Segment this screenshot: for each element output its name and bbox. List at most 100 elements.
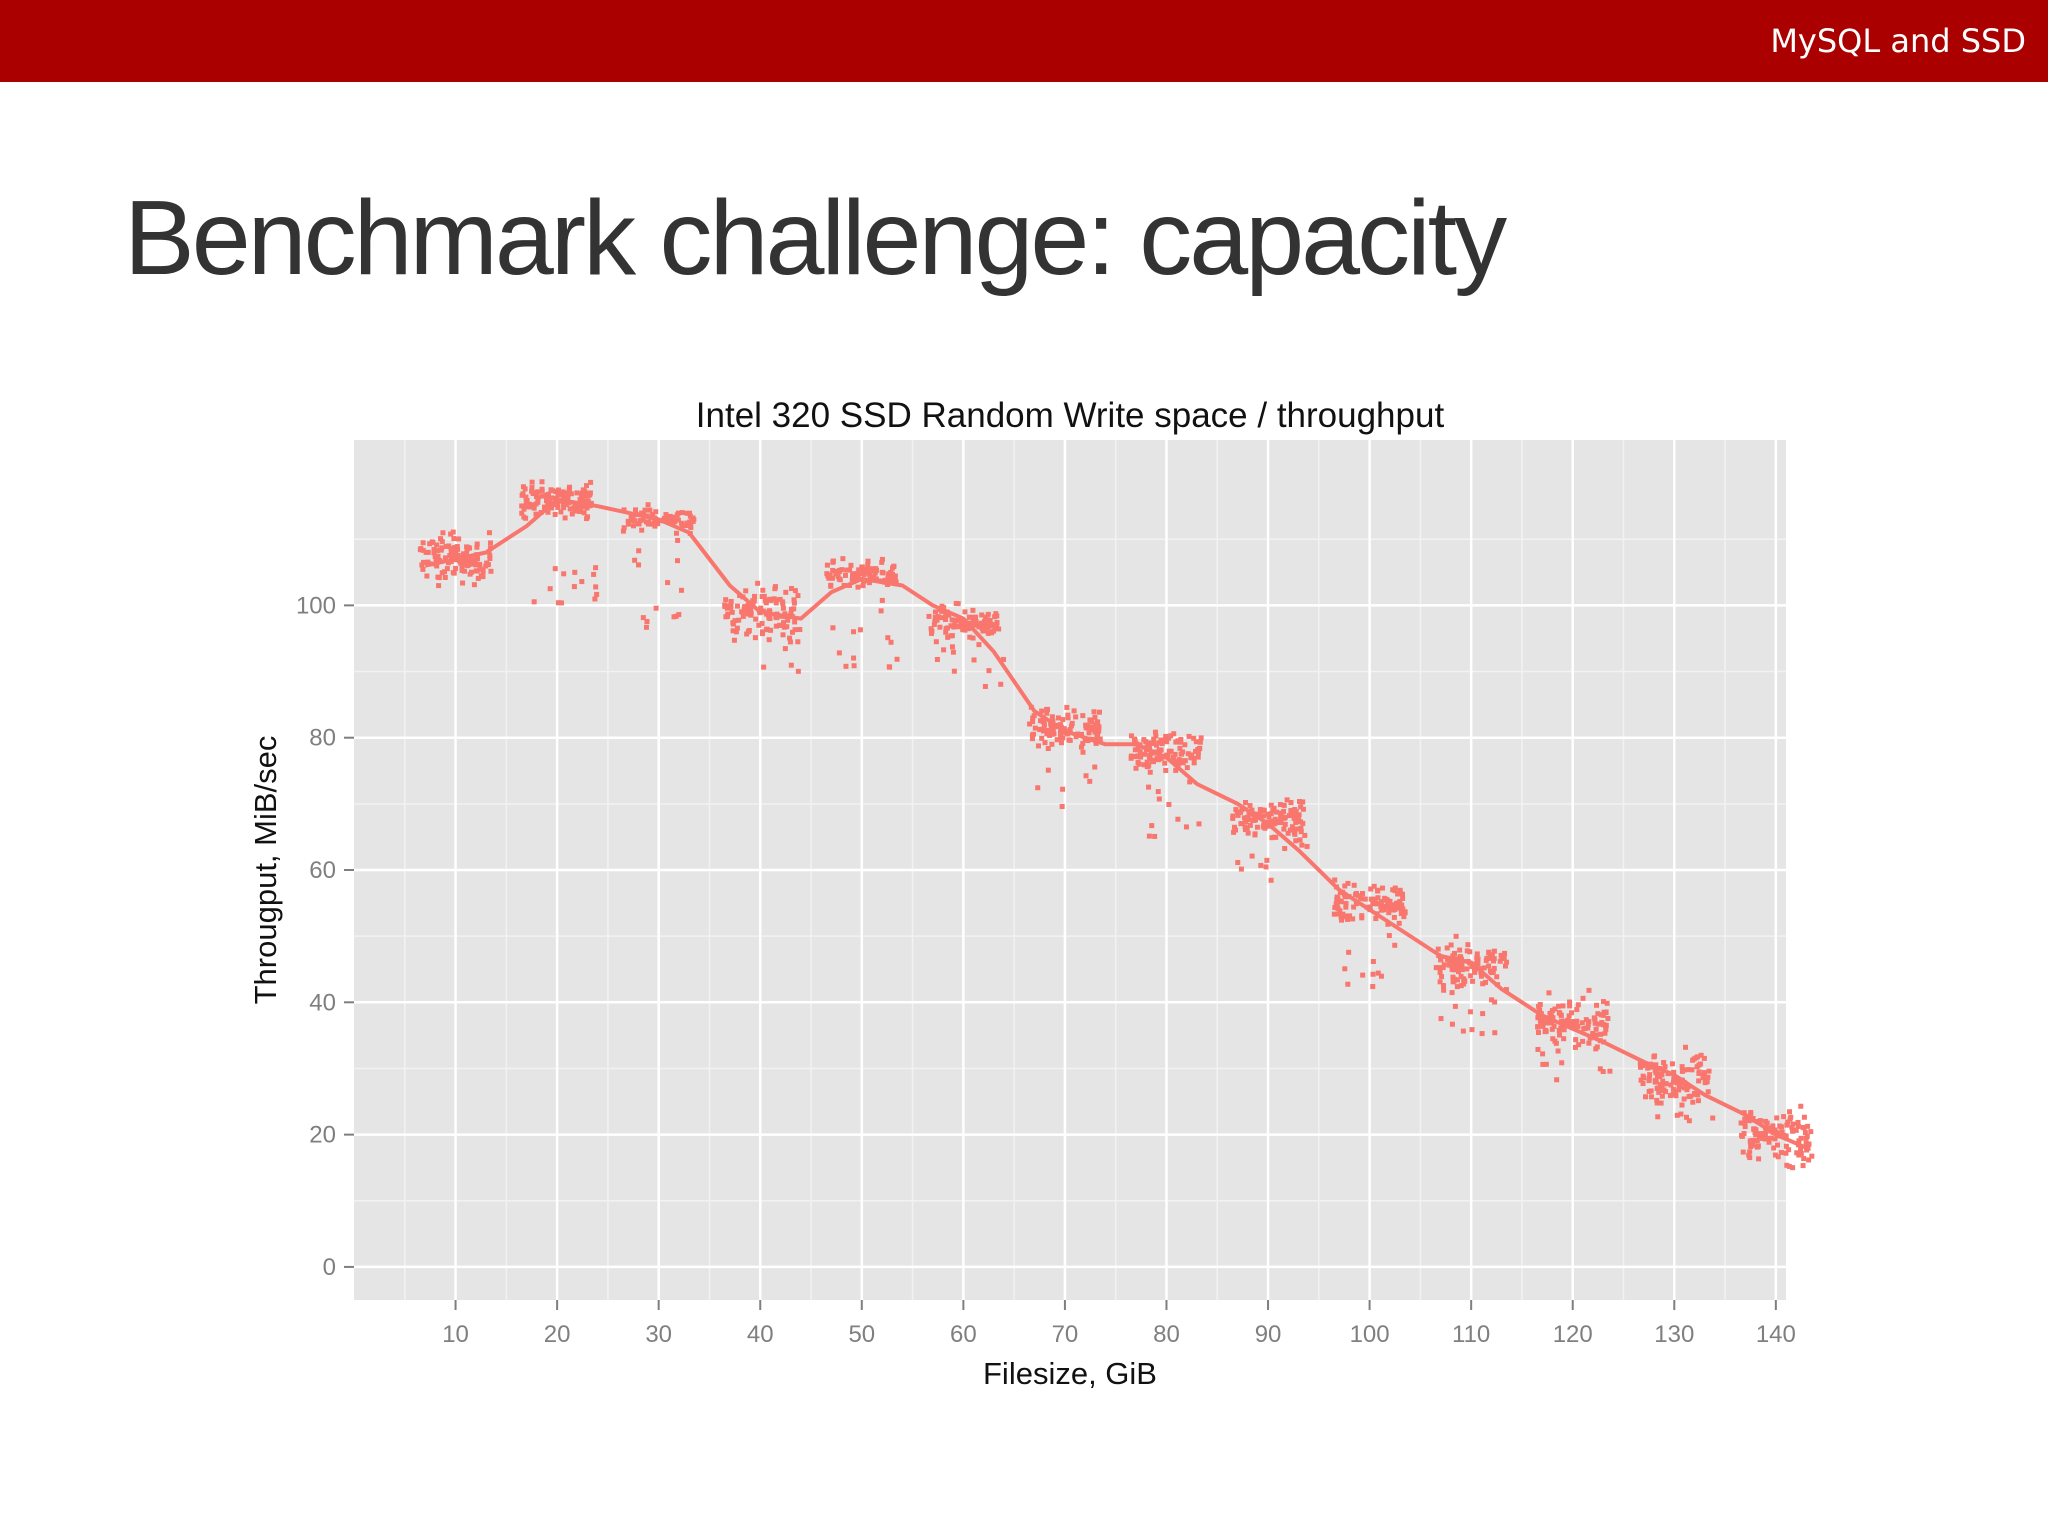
data-point: [487, 540, 493, 546]
data-point: [1673, 1093, 1679, 1099]
data-point-outlier: [1386, 933, 1392, 939]
data-point: [1469, 963, 1475, 969]
data-point: [1600, 1012, 1606, 1018]
data-point: [519, 503, 525, 509]
data-point: [1467, 973, 1473, 979]
data-point: [1455, 959, 1461, 965]
data-point: [1565, 1017, 1571, 1023]
data-point: [1247, 822, 1253, 828]
data-point: [767, 596, 773, 602]
data-point: [460, 580, 466, 586]
data-point: [1685, 1067, 1691, 1073]
data-point: [534, 489, 540, 495]
data-point: [1054, 737, 1060, 743]
data-point: [1700, 1072, 1706, 1078]
data-point: [1244, 825, 1250, 831]
data-point-outlier: [1441, 987, 1447, 993]
data-point: [1652, 1079, 1658, 1085]
data-point: [477, 561, 483, 567]
data-point-outlier: [552, 566, 558, 572]
data-point-outlier: [1503, 987, 1509, 993]
data-point: [1158, 737, 1164, 743]
data-point: [1771, 1145, 1777, 1151]
data-point: [561, 501, 567, 507]
data-point: [1400, 906, 1406, 912]
data-point: [1685, 1084, 1691, 1090]
data-point: [1547, 1020, 1553, 1026]
data-point: [1658, 1081, 1664, 1087]
data-point: [477, 565, 483, 571]
data-point: [1480, 981, 1486, 987]
data-point: [1055, 715, 1061, 721]
data-point-outlier: [1147, 769, 1153, 775]
data-point-outlier: [1678, 1111, 1684, 1117]
data-point: [419, 562, 425, 568]
data-point: [531, 502, 537, 508]
data-point: [561, 505, 567, 511]
data-point: [565, 491, 571, 497]
data-point: [454, 544, 460, 550]
data-point-outlier: [1370, 971, 1376, 977]
data-point-outlier: [1683, 1114, 1689, 1120]
data-point-outlier: [1001, 656, 1007, 662]
data-point: [1195, 750, 1201, 756]
data-point-outlier: [1480, 1011, 1486, 1017]
data-point: [954, 617, 960, 623]
data-point: [1398, 891, 1404, 897]
data-point: [567, 506, 573, 512]
data-point-outlier: [1360, 972, 1366, 978]
data-point-outlier: [1439, 974, 1445, 980]
data-point: [1378, 904, 1384, 910]
data-point: [970, 607, 976, 613]
data-point-outlier: [732, 618, 738, 624]
data-point: [733, 629, 739, 635]
data-point: [1437, 969, 1443, 975]
data-point: [1143, 739, 1149, 745]
data-point: [1041, 726, 1047, 732]
data-point: [675, 517, 681, 523]
data-point: [461, 568, 467, 574]
data-point: [1790, 1128, 1796, 1134]
data-point: [1667, 1093, 1673, 1099]
data-point-outlier: [1146, 784, 1152, 790]
data-point: [1561, 1027, 1567, 1033]
data-point: [1801, 1114, 1807, 1120]
data-point: [1397, 899, 1403, 905]
data-point: [1193, 739, 1199, 745]
x-tick-label: 90: [1255, 1321, 1282, 1348]
data-point-outlier: [1092, 764, 1098, 770]
data-point: [1668, 1082, 1674, 1088]
data-point-outlier: [1152, 833, 1158, 839]
data-point: [892, 578, 898, 584]
data-point: [1141, 762, 1147, 768]
data-point-outlier: [644, 619, 650, 625]
data-point: [1705, 1074, 1711, 1080]
data-point: [1748, 1111, 1754, 1117]
data-point: [1158, 755, 1164, 761]
data-point-outlier: [1469, 1027, 1475, 1033]
data-point: [649, 512, 655, 518]
data-point: [983, 614, 989, 620]
data-point: [1233, 807, 1239, 813]
data-point: [766, 637, 772, 643]
y-tick-label: 100: [296, 592, 336, 619]
data-point: [1128, 733, 1134, 739]
data-point: [1444, 945, 1450, 951]
data-point: [1537, 1007, 1543, 1013]
data-point: [1097, 736, 1103, 742]
data-point: [1278, 820, 1284, 826]
data-point: [753, 616, 759, 622]
data-point: [1178, 737, 1184, 743]
data-point: [885, 575, 891, 581]
data-point: [561, 492, 567, 498]
data-point: [523, 494, 529, 500]
data-point: [1156, 740, 1162, 746]
data-point: [445, 560, 451, 566]
data-point: [671, 516, 677, 522]
data-point: [1392, 888, 1398, 894]
header-bar: MySQL and SSD: [0, 0, 2048, 82]
data-point-outlier: [1166, 801, 1172, 807]
data-point: [1295, 816, 1301, 822]
data-point: [1345, 880, 1351, 886]
data-point: [653, 509, 659, 515]
